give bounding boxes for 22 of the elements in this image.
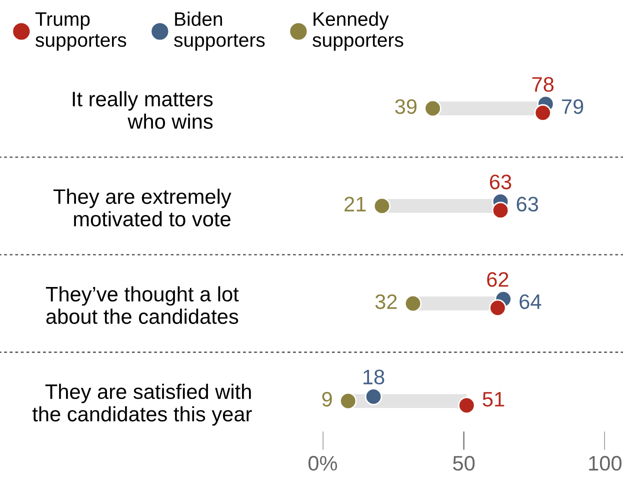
legend-label: Biden supporters <box>174 12 265 51</box>
data-label: 64 <box>520 294 542 310</box>
data-label: 78 <box>532 77 554 92</box>
legend-label: Kennedy supporters <box>312 12 404 51</box>
data-label: 62 <box>487 272 508 287</box>
y-tick-label: They are satisfied with the candidates this year <box>32 384 252 426</box>
y-tick-label: It really matters who wins <box>72 91 213 129</box>
data-label: 51 <box>482 392 504 407</box>
y-tick-label: They’ve thought a lot about the candidates <box>46 286 239 324</box>
y-tick-label: They are extremely motivated to vote <box>53 188 232 226</box>
data-label: 21 <box>344 196 366 212</box>
x-tick-label: 100 <box>589 456 622 471</box>
data-label: 39 <box>395 99 417 114</box>
x-tick-label: 50 <box>453 456 475 471</box>
data-label: 63 <box>516 196 538 212</box>
data-label: 9 <box>322 392 332 407</box>
x-tick-label: 0% <box>308 456 338 471</box>
data-label: 63 <box>490 174 512 190</box>
data-label: 79 <box>562 99 584 114</box>
data-label: 32 <box>375 294 397 310</box>
data-label: 18 <box>364 370 384 384</box>
legend-label: Trump supporters <box>35 12 126 51</box>
